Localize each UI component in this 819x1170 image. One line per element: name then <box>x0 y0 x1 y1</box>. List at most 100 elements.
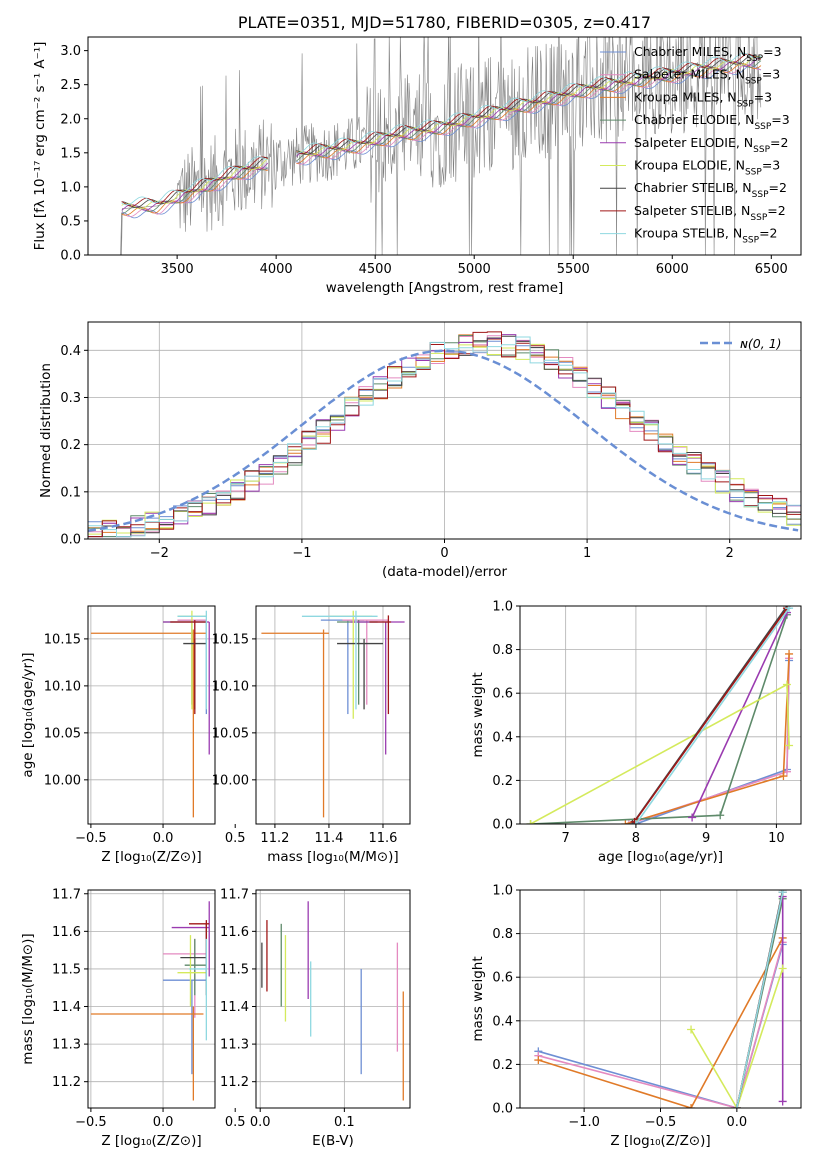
axes-frame <box>87 889 216 1109</box>
legend-name: Kroupa MILES, N <box>634 89 737 104</box>
weight-marker-kroupa_miles <box>779 772 788 781</box>
x-axis-label: Z [log₁₀(Z/Z⊙)] <box>610 1133 710 1149</box>
weight-marker-kroupa_stelib <box>732 1104 741 1108</box>
y-tick-label: 0.0 <box>492 1102 513 1117</box>
y-tick-label: 10.15 <box>44 632 81 647</box>
panel-weight-vs-age: 7 8 9 10 0.0 0.2 0.4 0.6 0.8 1.0 age [log₁₀(age/yr… <box>470 600 802 865</box>
weight-marker-salpeter_miles <box>624 820 633 824</box>
x-axis-label: E(B-V) <box>312 1133 354 1149</box>
y-tick-label: 0.8 <box>492 927 513 942</box>
x-tick-label: 0.5 <box>225 1115 246 1130</box>
legend-name: Salpeter STELIB, N <box>634 203 750 218</box>
weight-line-kroupa_elodie <box>690 968 784 1108</box>
x-axis-label: Z [log₁₀(Z/Z⊙)] <box>101 849 201 865</box>
x-tick-label: 11.2 <box>260 831 289 846</box>
axes-frame <box>87 36 802 256</box>
x-tick-label: 11.6 <box>369 831 398 846</box>
legend-sub: SSP <box>745 77 762 87</box>
panel-age-vs-z: −0.5 0.0 0.5 10.00 10.05 10.10 10.15 Z [log₁₀(Z… <box>20 605 246 865</box>
legend-entry: Chabrier ELODIE, NSSP=3 <box>634 112 790 132</box>
legend-name: Chabrier MILES, N <box>634 44 746 59</box>
weight-marker-kroupa_elodie <box>687 1025 696 1034</box>
weight-marker-kroupa_elodie <box>785 741 794 750</box>
legend-entry: Kroupa STELIB, NSSP=2 <box>634 226 778 246</box>
x-axis-label: age [log₁₀(age/yr)] <box>598 849 723 865</box>
weight-marker-chabrier_elodie <box>716 811 725 820</box>
weight-line-salpeter_miles <box>538 942 784 1108</box>
x-tick-label: 7 <box>562 831 570 846</box>
y-tick-label: 10.05 <box>212 726 249 741</box>
plot-area <box>88 606 215 824</box>
plot-area <box>88 322 801 539</box>
x-tick-label: 5000 <box>458 262 491 277</box>
y-tick-label: 0.2 <box>60 438 81 453</box>
weight-line-salpeter_elodie <box>691 612 788 818</box>
axes-frame <box>87 321 802 540</box>
x-tick-label: 2 <box>726 546 734 561</box>
plot-area <box>256 890 410 1108</box>
y-tick-label: 10.15 <box>212 632 249 647</box>
legend-sub: SSP <box>742 236 759 246</box>
y-tick-label: 0.6 <box>492 971 513 986</box>
panel-spectrum: 3500 4000 4500 5000 5500 6000 6500 0.0 0.5 1.0 1.5… <box>32 13 802 296</box>
legend-suffix: =3 <box>763 44 781 59</box>
y-tick-label: 11.7 <box>52 887 81 902</box>
y-tick-label: 10.00 <box>212 773 249 788</box>
y-axis-label: mass weight <box>470 956 486 1041</box>
weight-line-kroupa_miles <box>538 937 784 1108</box>
y-tick-label: 0.1 <box>60 485 81 500</box>
legend-entry: Chabrier STELIB, NSSP=2 <box>634 180 787 200</box>
y-axis-label: mass [log₁₀(M/M⊙)] <box>20 933 36 1064</box>
legend-name: Chabrier STELIB, N <box>634 180 752 195</box>
plot-area <box>120 37 762 255</box>
legend-suffix: =3 <box>754 89 772 104</box>
legend-entry: Kroupa ELODIE, NSSP=3 <box>634 158 780 178</box>
y-tick-label: 11.2 <box>52 1075 81 1090</box>
legend-entry: Salpeter MILES, NSSP=3 <box>634 67 780 87</box>
weight-marker-salpeter_elodie <box>688 813 697 822</box>
x-tick-label: −0.5 <box>75 831 107 846</box>
legend-name: Kroupa ELODIE, N <box>634 158 745 173</box>
y-tick-label: 11.6 <box>220 925 249 940</box>
y-tick-label: 11.7 <box>220 887 249 902</box>
x-tick-label: −1 <box>292 546 311 561</box>
weight-line-kroupa_stelib <box>635 607 790 824</box>
panel-weight-vs-z: −1.0 −0.5 0.0 0.0 0.2 0.4 0.6 0.8 1.0 Z [log₁₀(Z/… <box>470 884 802 1149</box>
x-axis-label: Z [log₁₀(Z/Z⊙)] <box>101 1133 201 1149</box>
x-tick-label: 4500 <box>359 262 392 277</box>
weight-marker-kroupa_elodie <box>778 964 787 973</box>
x-axis-label: wavelength [Angstrom, rest frame] <box>326 280 564 296</box>
plot-area <box>88 890 215 1108</box>
x-tick-label: 0.5 <box>225 831 246 846</box>
legend-entry: Kroupa MILES, NSSP=3 <box>634 89 772 109</box>
y-tick-label: 11.6 <box>52 925 81 940</box>
y-axis-label: mass weight <box>470 672 486 757</box>
x-tick-label: 1 <box>583 546 591 561</box>
weight-line-salpeter_stelib <box>633 607 788 823</box>
y-tick-label: 0.0 <box>492 818 513 833</box>
legend-entry: Salpeter ELODIE, NSSP=2 <box>634 135 788 155</box>
legend-suffix: =3 <box>771 112 789 127</box>
legend-name: Salpeter ELODIE, N <box>634 135 753 150</box>
legend-sub: SSP <box>752 190 769 200</box>
legend-suffix: =2 <box>769 180 787 195</box>
legend-suffix: =2 <box>770 135 788 150</box>
x-tick-label: 0.0 <box>250 1115 271 1130</box>
y-tick-label: 1.0 <box>60 180 81 195</box>
y-tick-label: 1.5 <box>60 146 81 161</box>
weight-marker-kroupa_stelib <box>778 890 787 897</box>
y-tick-label: 0.6 <box>492 687 513 702</box>
y-tick-label: 0.5 <box>60 214 81 229</box>
legend-sub: SSP <box>754 122 771 132</box>
legend-suffix: =3 <box>762 158 780 173</box>
weight-marker-kroupa_miles <box>534 1056 543 1065</box>
x-tick-label: 5500 <box>557 262 590 277</box>
y-tick-label: 11.3 <box>220 1038 249 1053</box>
weight-line-chabrier_miles <box>635 660 790 824</box>
x-tick-label: 6000 <box>656 262 689 277</box>
y-tick-label: 3.0 <box>60 44 81 59</box>
data-spectrum-edge <box>120 212 123 255</box>
weight-marker-kroupa_elodie <box>526 820 535 824</box>
x-tick-label: 8 <box>632 831 640 846</box>
x-tick-label: 6500 <box>755 262 788 277</box>
